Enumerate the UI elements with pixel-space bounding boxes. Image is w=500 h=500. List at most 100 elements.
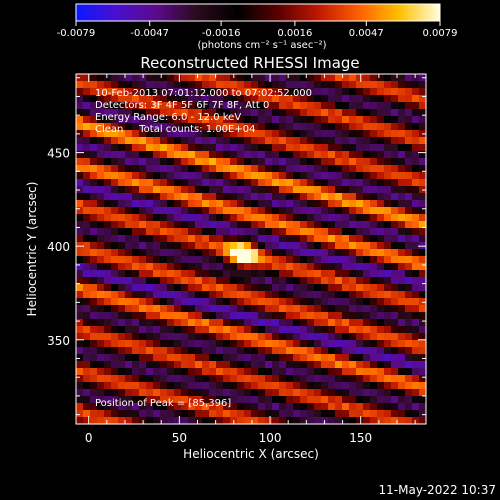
heatmap-cell: [342, 361, 350, 369]
heatmap-cell: [237, 165, 245, 173]
heatmap-cell: [335, 81, 343, 89]
heatmap-cell: [314, 88, 322, 96]
heatmap-cell: [188, 305, 196, 313]
heatmap-cell: [286, 186, 294, 194]
heatmap-cell: [104, 382, 112, 390]
heatmap-cell: [335, 340, 343, 348]
heatmap-cell: [335, 326, 343, 334]
heatmap-cell: [272, 130, 280, 138]
heatmap-cell: [202, 144, 210, 152]
heatmap-cell: [160, 228, 168, 236]
heatmap-cell: [293, 263, 301, 271]
heatmap-cell: [258, 151, 266, 159]
heatmap-cell: [111, 221, 119, 229]
heatmap-cell: [300, 284, 308, 292]
heatmap-cell: [195, 81, 203, 89]
heatmap-cell: [328, 277, 336, 285]
heatmap-cell: [132, 249, 140, 257]
heatmap-cell: [146, 368, 154, 376]
heatmap-cell: [83, 396, 91, 404]
heatmap-cell: [230, 214, 238, 222]
heatmap-cell: [286, 228, 294, 236]
heatmap-cell: [202, 88, 210, 96]
heatmap-cell: [153, 410, 161, 418]
x-tick-label: 0: [85, 431, 93, 445]
heatmap-cell: [391, 403, 399, 411]
heatmap-cell: [349, 368, 357, 376]
heatmap-cell: [188, 389, 196, 397]
heatmap-cell: [76, 361, 84, 369]
heatmap-cell: [230, 221, 238, 229]
heatmap-cell: [398, 172, 406, 180]
heatmap-cell: [244, 417, 252, 425]
heatmap-cell: [258, 235, 266, 243]
heatmap-cell: [328, 347, 336, 355]
heatmap-cell: [328, 221, 336, 229]
heatmap-cell: [412, 81, 420, 89]
heatmap-cell: [132, 270, 140, 278]
heatmap-cell: [335, 179, 343, 187]
heatmap-cell: [181, 403, 189, 411]
heatmap-cell: [384, 88, 392, 96]
heatmap-cell: [174, 403, 182, 411]
heatmap-cell: [265, 319, 273, 327]
heatmap-cell: [237, 242, 245, 250]
heatmap-cell: [167, 95, 175, 103]
heatmap-cell: [405, 88, 413, 96]
heatmap-cell: [328, 165, 336, 173]
heatmap-cell: [293, 88, 301, 96]
heatmap-cell: [76, 116, 84, 124]
heatmap-cell: [160, 368, 168, 376]
heatmap-cell: [279, 228, 287, 236]
heatmap-cell: [181, 340, 189, 348]
heatmap-cell: [405, 200, 413, 208]
heatmap-cell: [279, 186, 287, 194]
heatmap-cell: [398, 417, 406, 425]
heatmap-cell: [328, 151, 336, 159]
heatmap-cell: [223, 375, 231, 383]
heatmap-cell: [377, 151, 385, 159]
heatmap-cell: [174, 389, 182, 397]
heatmap-cell: [167, 270, 175, 278]
heatmap-cell: [111, 263, 119, 271]
heatmap-cell: [216, 249, 224, 257]
heatmap-cell: [300, 403, 308, 411]
heatmap-cell: [335, 193, 343, 201]
heatmap-cell: [104, 179, 112, 187]
heatmap-cell: [328, 340, 336, 348]
heatmap-cell: [181, 123, 189, 131]
heatmap-cell: [230, 354, 238, 362]
heatmap-cell: [363, 88, 371, 96]
heatmap-cell: [181, 249, 189, 257]
heatmap-cell: [209, 340, 217, 348]
heatmap-cell: [265, 207, 273, 215]
heatmap-cell: [265, 81, 273, 89]
heatmap-cell: [181, 221, 189, 229]
heatmap-cell: [405, 354, 413, 362]
heatmap-cell: [384, 417, 392, 425]
heatmap-cell: [174, 375, 182, 383]
heatmap-cell: [223, 354, 231, 362]
heatmap-cell: [272, 263, 280, 271]
heatmap-cell: [314, 144, 322, 152]
heatmap-cell: [237, 235, 245, 243]
heatmap-cell: [265, 249, 273, 257]
heatmap-cell: [237, 88, 245, 96]
heatmap-cell: [356, 417, 364, 425]
heatmap-cell: [321, 263, 329, 271]
heatmap-cell: [391, 417, 399, 425]
heatmap-cell: [384, 326, 392, 334]
heatmap-cell: [132, 116, 140, 124]
heatmap-cell: [111, 214, 119, 222]
heatmap-cell: [160, 95, 168, 103]
heatmap-cell: [293, 95, 301, 103]
heatmap-cell: [139, 368, 147, 376]
heatmap-cell: [272, 207, 280, 215]
heatmap-cell: [125, 88, 133, 96]
heatmap-cell: [90, 81, 98, 89]
heatmap-cell: [216, 389, 224, 397]
heatmap-cell: [237, 340, 245, 348]
heatmap-cell: [90, 305, 98, 313]
heatmap-cell: [237, 396, 245, 404]
heatmap-cell: [83, 403, 91, 411]
